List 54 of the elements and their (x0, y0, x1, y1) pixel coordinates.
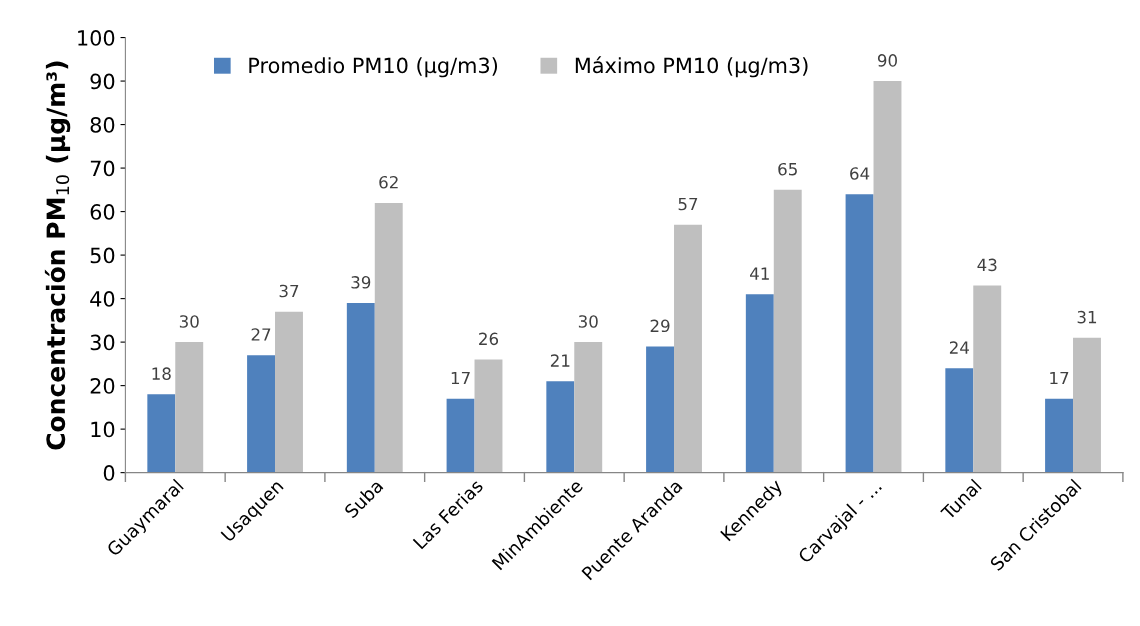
data-label: 39 (351, 276, 371, 289)
y-tick-label: 100 (78, 30, 115, 46)
legend-label: Promedio PM10 (µg/m3) (249, 57, 498, 78)
data-label: 41 (750, 267, 769, 280)
bar (546, 381, 575, 473)
data-label: 64 (850, 167, 870, 180)
y-tick-label: 40 (90, 291, 115, 307)
y-tick-label: 50 (90, 247, 115, 264)
bar (773, 189, 802, 473)
bar (646, 346, 675, 473)
bar (247, 355, 276, 473)
data-label: 29 (650, 319, 670, 333)
y-tick-label: 70 (90, 160, 115, 177)
bar (175, 342, 204, 473)
data-label: 31 (1077, 310, 1097, 324)
bar (1073, 337, 1101, 473)
data-label: 37 (279, 284, 299, 298)
y-tick-label: 90 (90, 73, 115, 90)
data-label: 90 (877, 54, 897, 67)
bar (745, 294, 774, 473)
data-label: 21 (550, 354, 570, 367)
bar (574, 342, 603, 473)
data-label: 57 (678, 197, 698, 211)
bar (973, 285, 1002, 473)
bar (845, 194, 874, 473)
data-label: 17 (1050, 371, 1069, 385)
y-tick-label: 20 (90, 378, 115, 394)
data-label: 17 (451, 371, 470, 385)
data-label: 43 (977, 258, 997, 272)
legend-label: Máximo PM10 (µg/m3) (575, 56, 808, 78)
bar (674, 224, 702, 473)
data-label: 62 (379, 175, 398, 189)
data-label: 18 (152, 367, 171, 380)
bar (446, 398, 475, 473)
data-label: 30 (179, 315, 199, 328)
y-tick-label: 60 (90, 204, 115, 220)
data-label: 24 (949, 341, 969, 354)
data-label: 65 (778, 162, 797, 176)
y-tick-label: 80 (90, 117, 115, 133)
y-tick-label: 0 (103, 465, 115, 481)
bar (945, 368, 974, 473)
bar (474, 359, 503, 473)
data-label: 26 (479, 332, 499, 346)
bar (147, 394, 176, 473)
bar (374, 202, 403, 473)
y-axis-title: Concentración PM$_{10}$ (µg/m³) (44, 61, 71, 450)
y-tick-label: 10 (91, 421, 115, 438)
bar (275, 311, 303, 473)
data-label: 27 (251, 328, 271, 341)
data-label: 30 (578, 315, 598, 328)
bar (873, 81, 902, 473)
y-tick-label: 30 (90, 334, 115, 351)
bar (346, 302, 375, 473)
bar (1045, 398, 1074, 473)
